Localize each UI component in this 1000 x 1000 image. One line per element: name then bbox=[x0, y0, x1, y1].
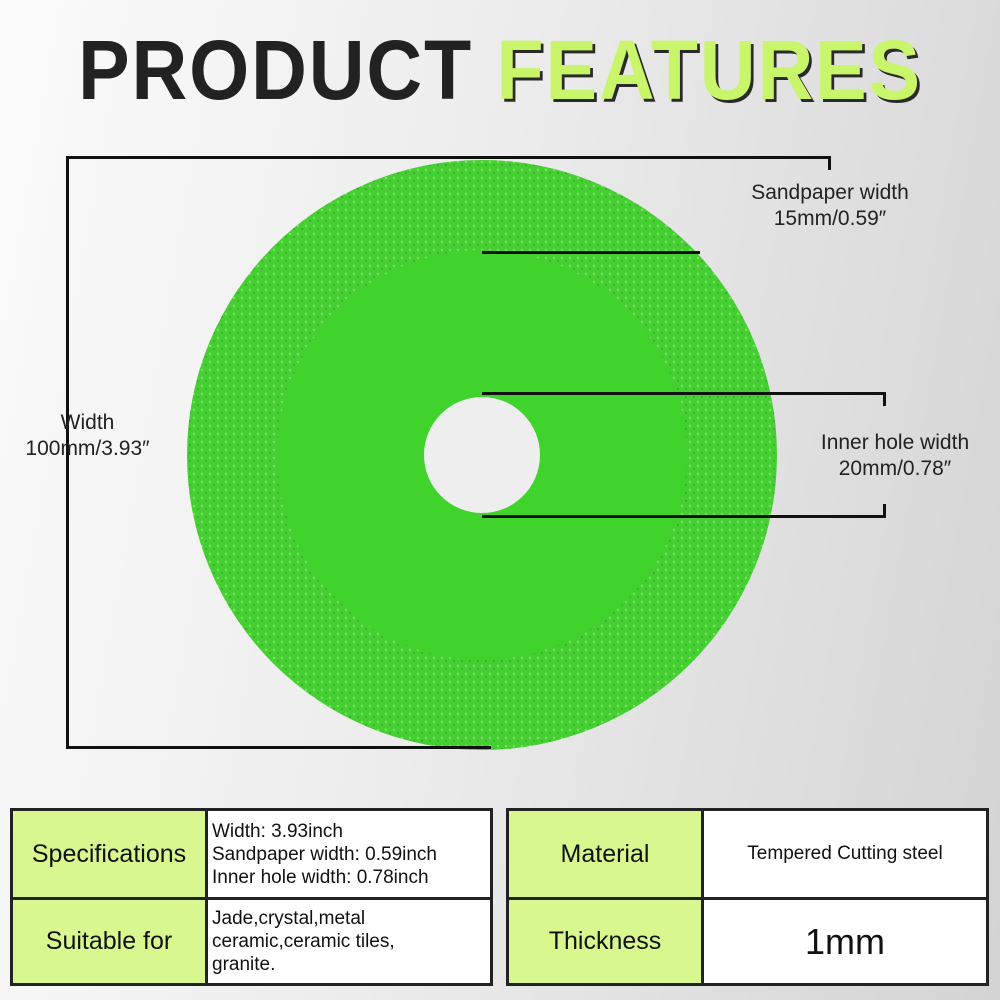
sandpaper-name: Sandpaper width bbox=[751, 181, 909, 204]
table-row: Specifications Width: 3.93inch Sandpaper… bbox=[10, 808, 493, 900]
spec-line: Width: 3.93inch bbox=[212, 820, 343, 842]
width-name: Width bbox=[60, 411, 115, 434]
hole-name: Inner hole width bbox=[820, 431, 970, 454]
table-row: Thickness 1mm bbox=[506, 897, 989, 986]
spec-key: Specifications bbox=[10, 808, 208, 900]
spec-value: Jade,crystal,metal ceramic,ceramic tiles… bbox=[205, 897, 493, 986]
spec-line: granite. bbox=[212, 954, 276, 975]
table-row: Suitable for Jade,crystal,metal ceramic,… bbox=[10, 897, 493, 986]
width-value: 100mm/3.93″ bbox=[25, 437, 150, 460]
width-label: Width 100mm/3.93″ bbox=[0, 410, 175, 462]
spec-table: Specifications Width: 3.93inch Sandpaper… bbox=[10, 808, 493, 986]
material-table: Material Tempered Cutting steel Thicknes… bbox=[506, 808, 989, 986]
spec-value: Width: 3.93inch Sandpaper width: 0.59inc… bbox=[205, 808, 493, 900]
thickness-value: 1mm bbox=[701, 897, 989, 986]
sandpaper-label: Sandpaper width 15mm/0.59″ bbox=[715, 180, 945, 232]
disc-hole bbox=[424, 397, 540, 513]
material-value: Tempered Cutting steel bbox=[701, 808, 989, 900]
title-part2: FEATURES bbox=[496, 23, 922, 117]
thickness-key: Thickness bbox=[506, 897, 704, 986]
hole-value: 20mm/0.78″ bbox=[838, 457, 952, 480]
sandpaper-value: 15mm/0.59″ bbox=[773, 207, 887, 230]
title-part1: PRODUCT bbox=[78, 23, 474, 117]
material-key: Material bbox=[506, 808, 704, 900]
spec-line: Inner hole width: 0.78inch bbox=[212, 866, 429, 888]
page-title: PRODUCT FEATURES bbox=[40, 22, 960, 119]
spec-line: Jade,crystal,metal bbox=[212, 908, 366, 929]
table-row: Material Tempered Cutting steel bbox=[506, 808, 989, 900]
spec-line: ceramic,ceramic tiles, bbox=[212, 931, 395, 952]
spec-line: Sandpaper width: 0.59inch bbox=[212, 843, 437, 865]
spec-key: Suitable for bbox=[10, 897, 208, 986]
hole-label: Inner hole width 20mm/0.78″ bbox=[790, 430, 1000, 482]
